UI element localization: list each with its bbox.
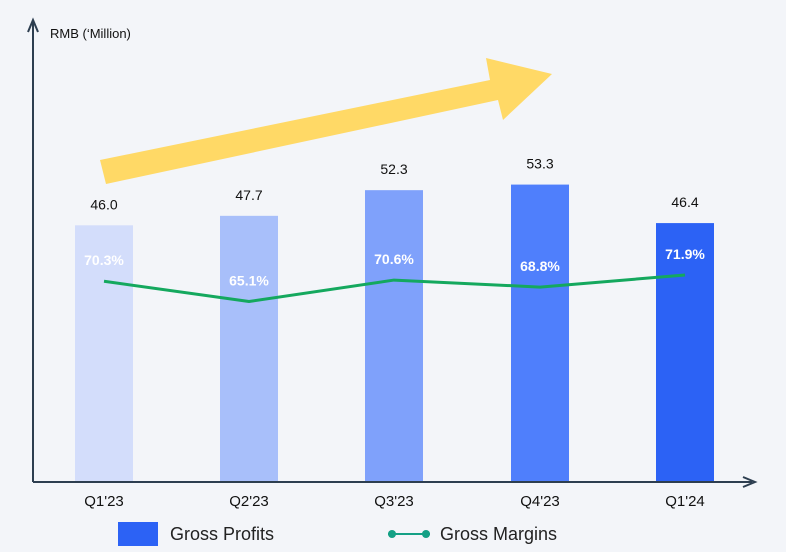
margin-value-label: 70.6%	[374, 251, 414, 267]
gross-margin-line	[103, 273, 686, 304]
bar-value-label: 47.7	[235, 187, 262, 203]
margin-value-label: 68.8%	[520, 258, 560, 274]
y-axis-arrow	[27, 17, 39, 33]
legend-item-gross-margins: Gross Margins	[388, 522, 557, 546]
bar	[656, 223, 714, 482]
legend-label-gross-profits: Gross Profits	[170, 523, 275, 544]
x-tick-label: Q1'24	[665, 493, 705, 510]
y-axis-title: RMB (‘Million)	[50, 26, 131, 41]
trend-arrow	[100, 58, 552, 184]
bar	[365, 190, 423, 482]
bar-value-label: 46.4	[671, 194, 698, 210]
gross-profit-chart: 46.0 47.7 52.3 53.3 46.4 70.3% 65.1% 70.6% 68.8…	[27, 17, 758, 510]
legend-item-gross-profits: Gross Profits	[118, 522, 274, 546]
x-tick-label: Q4'23	[520, 493, 560, 510]
bar	[75, 225, 133, 482]
x-tick-label: Q3'23	[374, 493, 414, 510]
bar-value-label: 52.3	[380, 161, 407, 177]
bar	[511, 184, 569, 482]
x-axis-arrow	[742, 476, 758, 488]
legend: Gross Profits Gross Margins	[0, 522, 786, 552]
legend-label-gross-margins: Gross Margins	[440, 523, 558, 544]
legend-line-gross-margins	[388, 522, 430, 546]
margin-value-label: 71.9%	[665, 246, 705, 262]
bar-value-label: 53.3	[526, 156, 553, 172]
bar-value-label: 46.0	[90, 196, 117, 212]
x-tick-label: Q2'23	[229, 493, 269, 510]
margin-value-label: 65.1%	[229, 273, 269, 289]
x-tick-label: Q1'23	[84, 493, 124, 510]
margin-value-label: 70.3%	[84, 252, 124, 268]
bar	[220, 215, 278, 483]
legend-swatch-gross-profits	[118, 522, 158, 546]
